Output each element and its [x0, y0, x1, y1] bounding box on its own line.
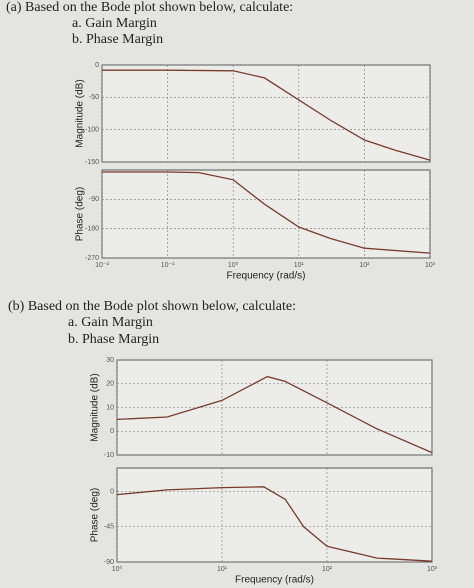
question-title: (b) Based on the Bode plot shown below, …: [8, 299, 296, 314]
question-item: b. Phase Margin: [72, 32, 163, 47]
y-tick-label: -100: [85, 127, 99, 134]
question-item: b. Phase Margin: [68, 332, 159, 347]
x-tick-label: 10¹: [294, 262, 305, 269]
x-tick-label: 10²: [359, 262, 370, 269]
y-tick-label: -90: [89, 196, 99, 203]
question-item: a. Gain Margin: [68, 315, 153, 330]
y-axis-label: Phase (deg): [75, 187, 86, 241]
y-tick-label: 30: [106, 357, 114, 364]
x-axis-label: Frequency (rad/s): [235, 575, 314, 586]
x-tick-label: 10³: [425, 262, 436, 269]
plot-area: [101, 169, 431, 259]
x-tick-label: 10³: [427, 566, 438, 573]
question-item: a. Gain Margin: [72, 16, 157, 31]
y-axis-label: Magnitude (dB): [90, 373, 101, 441]
y-tick-label: 10: [106, 404, 114, 411]
curve: [102, 171, 431, 254]
y-tick-label: -45: [104, 524, 114, 531]
y-tick-label: -50: [89, 94, 99, 101]
x-tick-label: 10⁰: [112, 565, 123, 573]
x-axis-label: Frequency (rad/s): [227, 271, 306, 282]
y-axis-label: Magnitude (dB): [75, 79, 86, 147]
y-tick-label: -150: [85, 159, 99, 166]
curve: [116, 375, 433, 454]
x-tick-label: 10¹: [217, 566, 228, 573]
y-tick-label: -90: [104, 559, 114, 566]
x-tick-label: 10⁰: [228, 261, 239, 269]
y-tick-label: 0: [110, 488, 114, 495]
x-tick-label: 10⁻²: [95, 262, 109, 269]
y-axis-label: Phase (deg): [90, 488, 101, 542]
curve: [102, 69, 431, 161]
plot-area: [116, 467, 433, 563]
x-tick-label: 10⁻¹: [161, 262, 175, 269]
question-title: (a) Based on the Bode plot shown below, …: [6, 0, 293, 15]
y-tick-label: 20: [106, 381, 114, 388]
plot-area: [101, 64, 431, 163]
curve: [116, 486, 433, 562]
y-tick-label: 0: [110, 428, 114, 435]
y-tick-label: -10: [104, 452, 114, 459]
y-tick-label: -270: [85, 255, 99, 262]
x-tick-label: 10²: [322, 566, 333, 573]
y-tick-label: -180: [85, 226, 99, 233]
y-tick-label: 0: [95, 62, 99, 69]
